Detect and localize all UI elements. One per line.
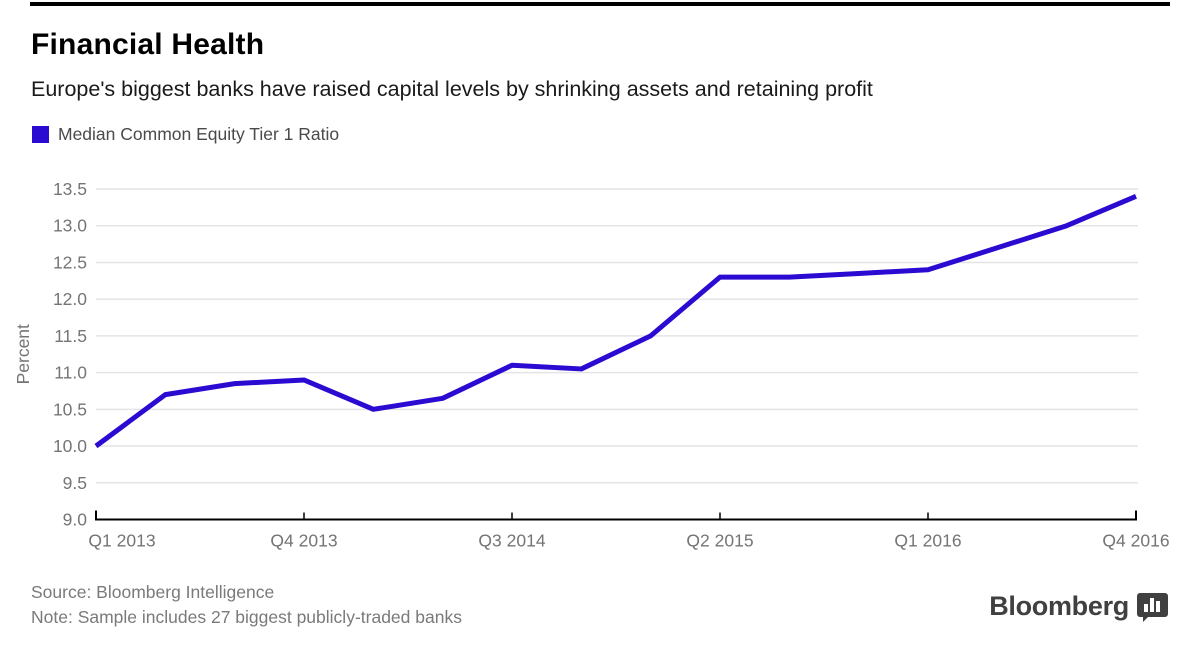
chart-line <box>94 194 1137 449</box>
y-axis-tick-label: 11.0 <box>54 363 87 383</box>
x-axis-tick-label: Q3 2014 <box>478 531 545 551</box>
x-axis <box>95 510 1137 521</box>
y-axis-tick-label: 12.5 <box>53 252 87 272</box>
x-axis-tick-label: Q1 2016 <box>894 531 961 551</box>
y-axis-tick-label: 11.5 <box>54 326 87 346</box>
source-text: Source: Bloomberg Intelligence <box>31 582 275 602</box>
legend: Median Common Equity Tier 1 Ratio <box>32 124 339 145</box>
top-rule <box>30 2 1170 6</box>
note-text: Note: Sample includes 27 biggest publicl… <box>31 606 462 627</box>
x-axis-tick-label: Q4 2013 <box>270 531 337 551</box>
legend-label: Median Common Equity Tier 1 Ratio <box>58 124 340 144</box>
chart-footer: Source: Bloomberg Intelligence Note: Sam… <box>31 580 462 629</box>
page-title: Financial Health <box>31 28 265 61</box>
y-axis-tick-label: 10.0 <box>53 436 87 456</box>
x-axis-tick-label: Q2 2015 <box>686 531 753 551</box>
chart-subtitle: Europe's biggest banks have raised capit… <box>31 77 873 101</box>
bloomberg-chart-bubble-icon <box>1137 592 1168 622</box>
y-axis-tick-label: 13.0 <box>53 216 87 236</box>
y-axis-tick-label: 12.0 <box>53 289 87 309</box>
y-axis-tick-label: 9.5 <box>63 473 87 493</box>
bloomberg-logo-text: Bloomberg <box>989 591 1129 621</box>
bloomberg-logo: Bloomberg <box>989 591 1168 622</box>
y-axis-tick-label: 9.0 <box>63 510 88 530</box>
x-axis-tick-label: Q4 2016 <box>1102 531 1169 551</box>
y-axis-title: Percent <box>13 324 33 384</box>
x-axis-tick-label: Q1 2013 <box>88 531 155 551</box>
y-axis-tick-label: 13.5 <box>53 179 87 199</box>
legend-swatch-icon <box>32 126 49 143</box>
y-axis-tick-label: 10.5 <box>53 399 87 419</box>
